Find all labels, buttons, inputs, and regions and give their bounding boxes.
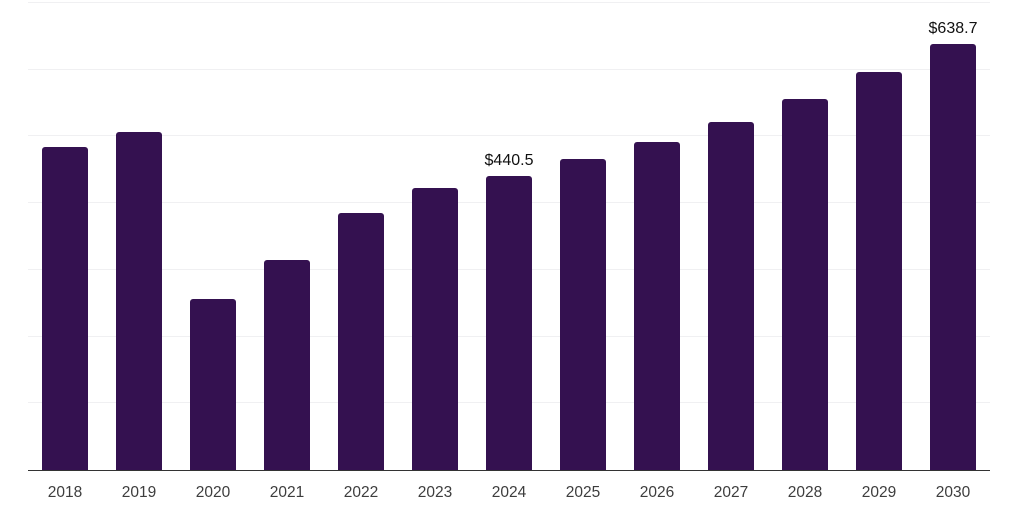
bar-2030: [930, 43, 976, 470]
x-axis-label-2021: 2021: [269, 484, 305, 501]
x-axis-label-2028: 2028: [787, 484, 823, 501]
bar-2022: [338, 213, 384, 470]
gridline: [28, 135, 990, 137]
x-axis-label-2026: 2026: [639, 484, 675, 501]
bar-2019: [116, 131, 162, 470]
bar-2021: [264, 259, 310, 470]
x-axis-line: [28, 469, 990, 471]
plot-area: $440.5 $638.7: [28, 2, 990, 471]
gridline: [28, 2, 990, 3]
bar-value-label-2030: $638.7: [928, 19, 978, 37]
x-axis-label-2025: 2025: [565, 484, 601, 501]
bar-2023: [412, 187, 458, 470]
bar-value-label-2024: $440.5: [484, 152, 534, 170]
x-axis-label-2022: 2022: [343, 484, 379, 501]
x-axis-label-2023: 2023: [417, 484, 453, 501]
bar-2028: [782, 99, 828, 470]
x-axis-labels: 2018 2019 2020 2021 2022 2023 2024 2025 2026 2027…: [28, 470, 990, 512]
bar-2026: [634, 141, 680, 470]
x-axis-label-2030: 2030: [935, 484, 971, 501]
bar-2024: [486, 176, 532, 470]
bar-2018: [42, 147, 88, 470]
bar-2020: [190, 299, 236, 470]
x-axis-label-2019: 2019: [121, 484, 157, 501]
x-axis-label-2018: 2018: [47, 484, 83, 501]
bar-2029: [856, 72, 902, 470]
bar-2027: [708, 121, 754, 470]
gridline: [28, 68, 990, 70]
x-axis-label-2029: 2029: [861, 484, 897, 501]
x-axis-label-2020: 2020: [195, 484, 231, 501]
x-axis-label-2024: 2024: [491, 484, 527, 501]
x-axis-label-2027: 2027: [713, 484, 749, 501]
bar-2025: [560, 159, 606, 470]
